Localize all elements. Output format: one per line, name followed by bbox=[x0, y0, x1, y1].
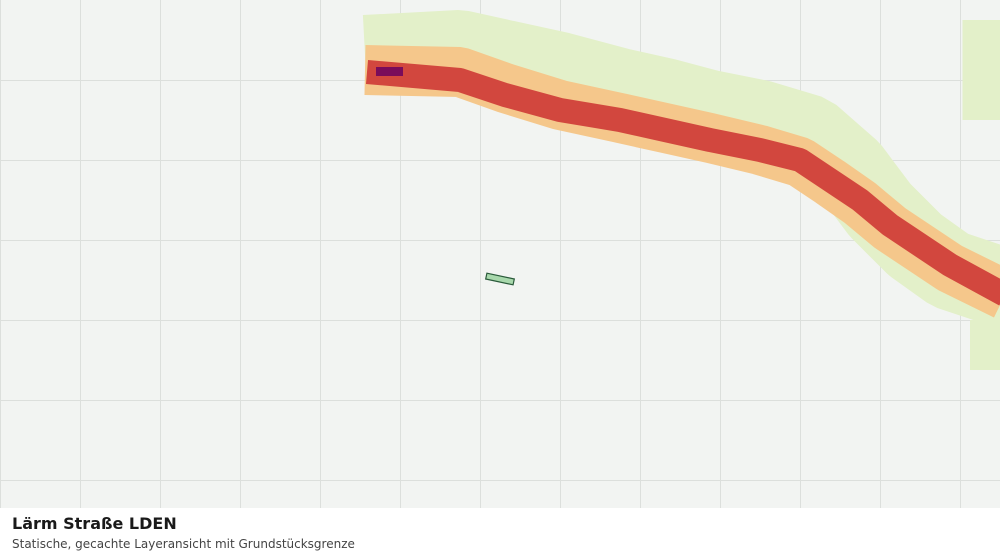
parcel-boundary bbox=[484, 272, 516, 286]
map-subtitle: Statische, gecachte Layeransicht mit Gru… bbox=[12, 537, 355, 551]
map-title: Lärm Straße LDEN bbox=[12, 514, 177, 533]
noise-layer bbox=[362, 10, 1000, 370]
map bbox=[0, 0, 1000, 508]
noise-band-75 bbox=[376, 67, 403, 76]
noise-band-65 bbox=[365, 60, 1000, 306]
caption: Lärm Straße LDEN Statische, gecachte Lay… bbox=[0, 508, 1000, 560]
